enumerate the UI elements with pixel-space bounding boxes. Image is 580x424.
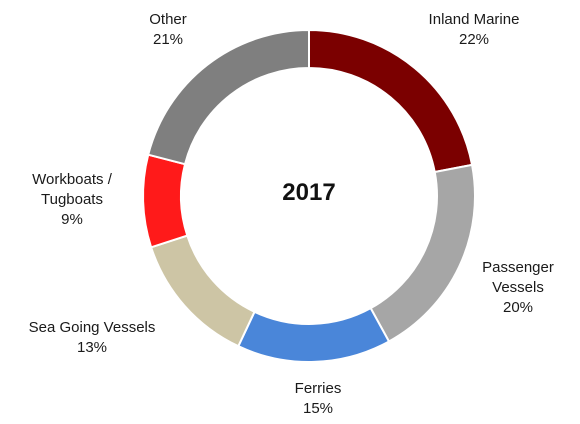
- slice-passenger-vessels: [369, 163, 476, 343]
- label-passenger-vessels: Passenger Vessels 20%: [482, 258, 554, 318]
- slice-workboats-tugboats: [142, 153, 189, 249]
- slice-ferries: [236, 306, 391, 363]
- label-sea-going-vessels: Sea Going Vessels 13%: [29, 318, 156, 358]
- label-workboats-tugboats: Workboats / Tugboats 9%: [32, 170, 112, 230]
- label-workboats-tugboats-name-2: Tugboats: [40, 191, 103, 208]
- chart-title: 2017: [282, 179, 336, 206]
- label-passenger-vessels-name-1: Passenger: [482, 259, 554, 276]
- label-ferries-name: Ferries: [294, 380, 342, 397]
- label-inland-marine-name: Inland Marine: [428, 11, 520, 28]
- label-other-value: 21%: [152, 31, 184, 48]
- slice-inland-marine: [308, 28, 474, 174]
- label-other-name: Other: [149, 11, 187, 28]
- label-passenger-vessels-name-2: Vessels: [492, 279, 544, 296]
- label-ferries-value: 15%: [302, 400, 334, 417]
- label-passenger-vessels-value: 20%: [502, 299, 534, 316]
- label-other: Other 21%: [149, 10, 187, 50]
- label-workboats-tugboats-value: 9%: [61, 211, 83, 228]
- label-ferries: Ferries 15%: [295, 379, 342, 419]
- slice-other: [146, 28, 310, 166]
- slice-sea-going-vessels: [149, 234, 256, 348]
- label-sea-going-vessels-value: 13%: [76, 339, 108, 356]
- label-inland-marine-value: 22%: [458, 31, 490, 48]
- label-sea-going-vessels-name: Sea Going Vessels: [28, 319, 156, 336]
- label-inland-marine: Inland Marine 22%: [429, 10, 520, 50]
- label-workboats-tugboats-name-1: Workboats /: [32, 171, 112, 188]
